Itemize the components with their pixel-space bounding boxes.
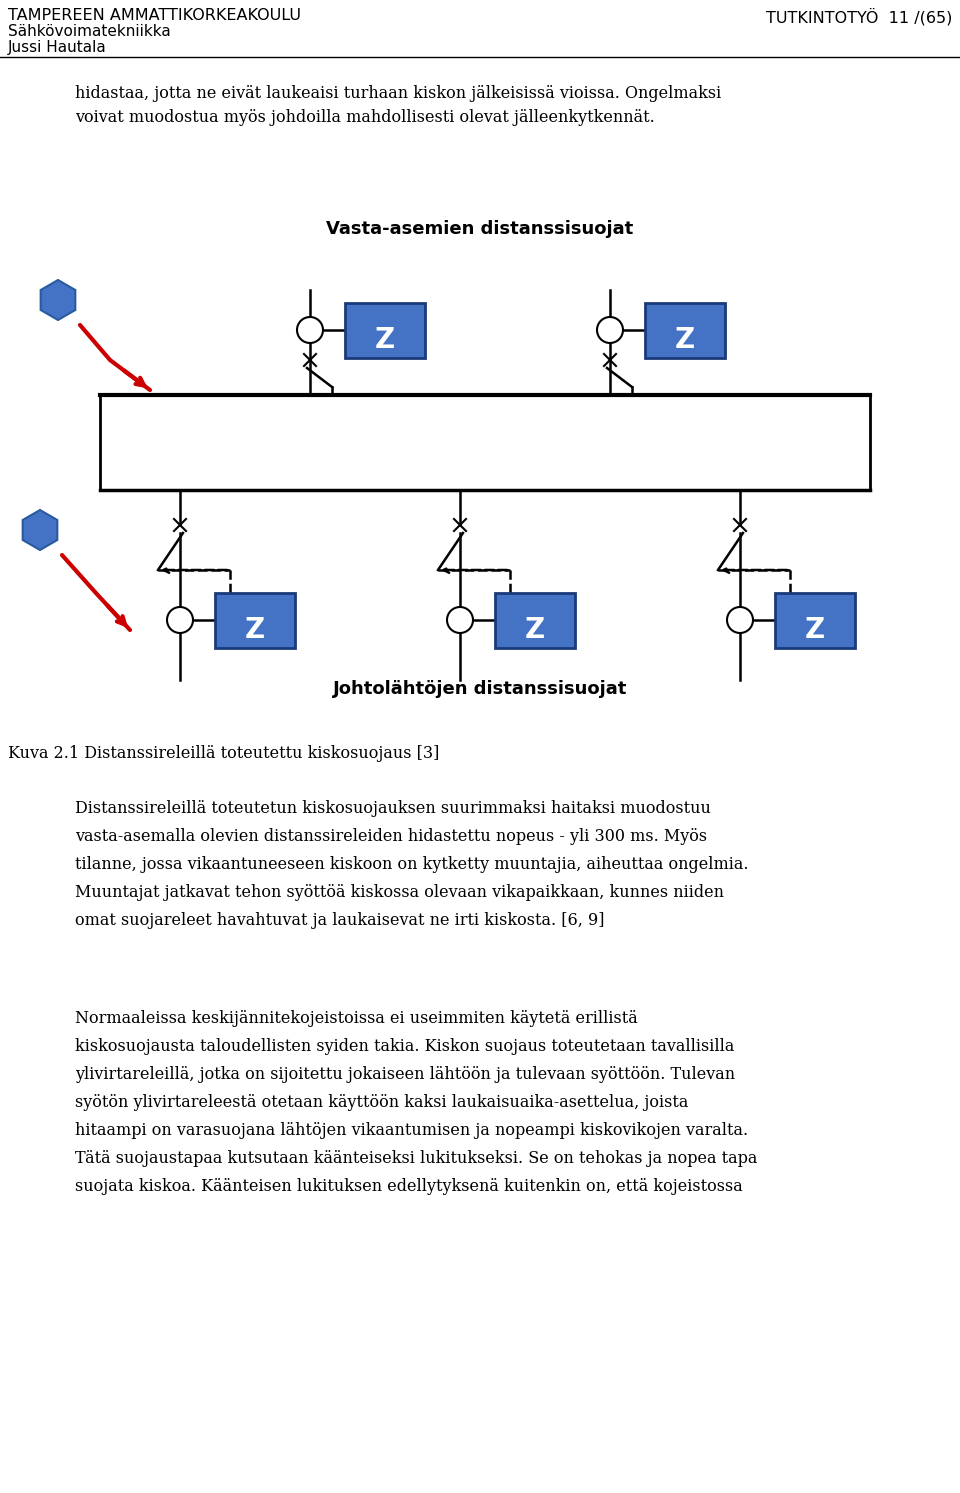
Circle shape xyxy=(727,608,753,633)
Text: hidastaa, jotta ne eivät laukeaisi turhaan kiskon jälkeisissä vioissa. Ongelmaks: hidastaa, jotta ne eivät laukeaisi turha… xyxy=(75,85,721,102)
Text: Distanssireleillä toteutetun kiskosuojauksen suurimmaksi haitaksi muodostuu: Distanssireleillä toteutetun kiskosuojau… xyxy=(75,800,710,817)
Text: omat suojareleet havahtuvat ja laukaisevat ne irti kiskosta. [6, 9]: omat suojareleet havahtuvat ja laukaisev… xyxy=(75,912,605,929)
Text: suojata kiskoa. Käänteisen lukituksen edellytyksenä kuitenkin on, että kojeistos: suojata kiskoa. Käänteisen lukituksen ed… xyxy=(75,1178,743,1194)
Text: ylivirtareleillä, jotka on sijoitettu jokaiseen lähtöön ja tulevaan syöttöön. Tu: ylivirtareleillä, jotka on sijoitettu jo… xyxy=(75,1066,735,1082)
Text: Z: Z xyxy=(245,617,265,643)
Text: TAMPEREEN AMMATTIKORKEAKOULU: TAMPEREEN AMMATTIKORKEAKOULU xyxy=(8,7,301,22)
Text: Vasta-asemien distanssisuojat: Vasta-asemien distanssisuojat xyxy=(326,219,634,237)
Circle shape xyxy=(297,317,323,343)
FancyBboxPatch shape xyxy=(775,593,855,648)
Text: Tätä suojaustapaa kutsutaan käänteiseksi lukitukseksi. Se on tehokas ja nopea ta: Tätä suojaustapaa kutsutaan käänteiseksi… xyxy=(75,1150,757,1168)
Text: Normaaleissa keskijännitekojeistoissa ei useimmiten käytetä erillistä: Normaaleissa keskijännitekojeistoissa ei… xyxy=(75,1009,637,1027)
Text: 2: 2 xyxy=(53,299,63,314)
Text: Kuva 2.1 Distanssireleillä toteutettu kiskosuojaus [3]: Kuva 2.1 Distanssireleillä toteutettu ki… xyxy=(8,745,440,761)
Text: Jussi Hautala: Jussi Hautala xyxy=(8,40,107,55)
FancyBboxPatch shape xyxy=(495,593,575,648)
Text: Z: Z xyxy=(375,325,396,354)
FancyBboxPatch shape xyxy=(215,593,295,648)
Text: Muuntajat jatkavat tehon syöttöä kiskossa olevaan vikapaikkaan, kunnes niiden: Muuntajat jatkavat tehon syöttöä kiskoss… xyxy=(75,884,724,900)
Text: voivat muodostua myös johdoilla mahdollisesti olevat jälleenkytkennät.: voivat muodostua myös johdoilla mahdolli… xyxy=(75,109,655,125)
FancyBboxPatch shape xyxy=(345,303,425,357)
Text: 1: 1 xyxy=(35,529,45,543)
Text: vasta-asemalla olevien distanssireleiden hidastettu nopeus - yli 300 ms. Myös: vasta-asemalla olevien distanssireleiden… xyxy=(75,829,708,845)
Text: Z: Z xyxy=(525,617,545,643)
Polygon shape xyxy=(40,281,75,320)
Circle shape xyxy=(447,608,473,633)
Text: Z: Z xyxy=(675,325,695,354)
Text: Z: Z xyxy=(804,617,825,643)
Text: kiskosuojausta taloudellisten syiden takia. Kiskon suojaus toteutetaan tavallisi: kiskosuojausta taloudellisten syiden tak… xyxy=(75,1038,734,1056)
FancyBboxPatch shape xyxy=(645,303,725,357)
Text: Sähkövoimatekniikka: Sähkövoimatekniikka xyxy=(8,24,171,39)
Text: TUTKINTOTYÖ  11 /(65): TUTKINTOTYÖ 11 /(65) xyxy=(766,7,952,25)
Text: hitaampi on varasuojana lähtöjen vikaantumisen ja nopeampi kiskovikojen varalta.: hitaampi on varasuojana lähtöjen vikaant… xyxy=(75,1123,748,1139)
Text: Johtolähtöjen distanssisuojat: Johtolähtöjen distanssisuojat xyxy=(333,679,627,699)
Text: tilanne, jossa vikaantuneeseen kiskoon on kytketty muuntajia, aiheuttaa ongelmia: tilanne, jossa vikaantuneeseen kiskoon o… xyxy=(75,855,749,873)
Circle shape xyxy=(597,317,623,343)
Text: syötön ylivirtareleestä otetaan käyttöön kaksi laukaisuaika-asettelua, joista: syötön ylivirtareleestä otetaan käyttöön… xyxy=(75,1094,688,1111)
Circle shape xyxy=(167,608,193,633)
Polygon shape xyxy=(23,511,58,549)
